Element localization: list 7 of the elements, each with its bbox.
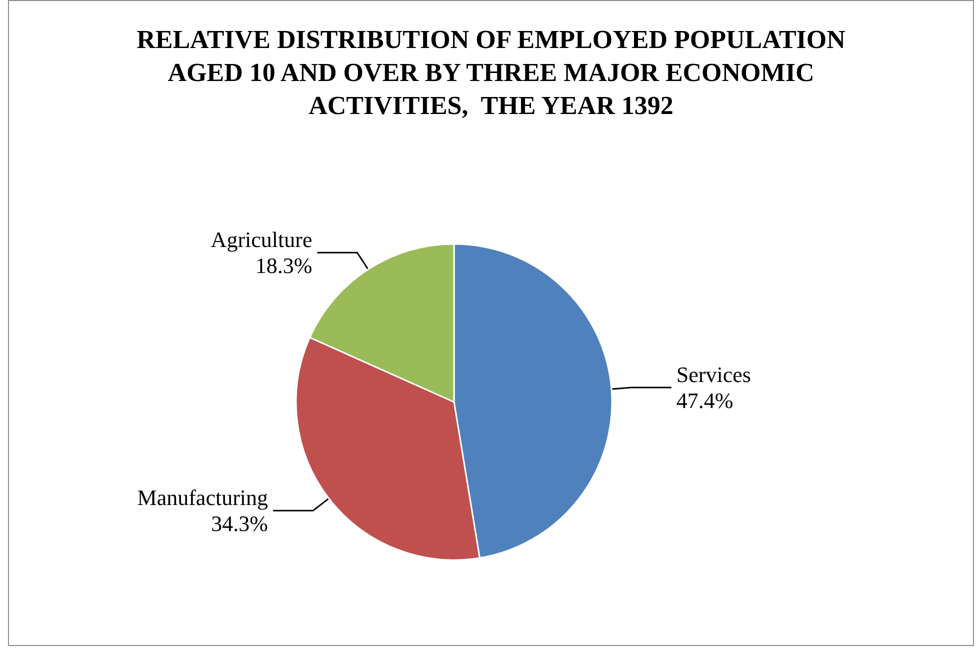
data-label: 18.3% xyxy=(255,253,312,278)
slice-label: Agriculture xyxy=(210,227,312,252)
data-label: 47.4% xyxy=(676,388,734,413)
slice-label: Manufacturing xyxy=(137,485,268,510)
slice-label: Services xyxy=(676,362,751,387)
data-label: 34.3% xyxy=(211,511,268,536)
chart-title: RELATIVE DISTRIBUTION OF EMPLOYED POPULATION AGED 10 AND OVER BY THREE MAJOR ECONOMIC ACTIVITIES, THE YEAR 1392 xyxy=(136,25,846,120)
